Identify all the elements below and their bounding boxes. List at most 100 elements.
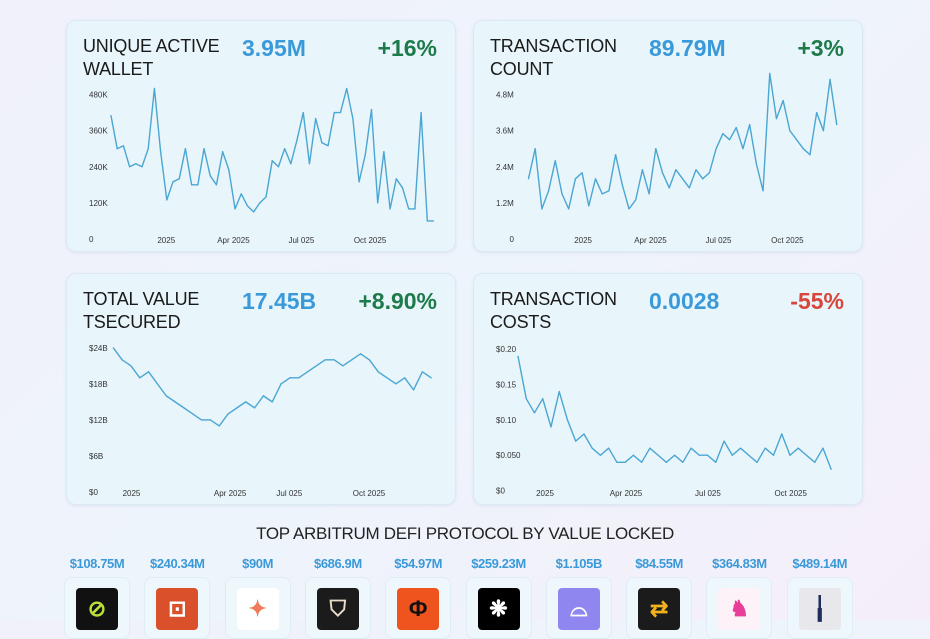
data-point [112,347,114,349]
y-tick-label: 120K [89,199,108,208]
y-tick-label: $0.15 [496,381,517,390]
data-point [209,175,211,177]
data-point [430,377,432,379]
protocol-item[interactable]: $259.23M ❋ [464,556,534,639]
protocol-tile: ✦ [224,577,291,639]
data-point [315,365,317,367]
protocol-item[interactable]: $489.14M ╽ [785,556,855,639]
data-point [228,169,230,171]
data-point [616,461,618,463]
data-point [688,187,690,189]
wolf-logo-icon: ❋ [477,588,520,630]
data-point [805,454,808,456]
protocol-item[interactable]: $90M ✦ [223,556,293,639]
x-tick-label: Oct 2025 [354,236,387,245]
data-point [386,377,388,379]
x-tick-label: Oct 2025 [774,489,807,498]
data-point [327,145,329,147]
chart-card-unique-active-wallet: UNIQUE ACTIVE WALLET 3.95M +16% 0 120K 240… [66,20,456,252]
data-point [135,163,137,165]
data-point [183,407,185,409]
data-point [166,199,168,201]
data-point [271,401,273,403]
y-tick-label: 0 [510,235,515,244]
data-point [395,178,397,180]
data-point [583,433,585,435]
data-point [165,395,167,397]
data-point [245,401,247,403]
series-line [110,87,434,222]
data-point [351,359,353,361]
data-point [795,139,798,141]
data-point [265,196,267,198]
protocol-tile: ⌓ [545,577,612,639]
data-point [527,178,530,180]
data-point [566,419,569,421]
data-point [533,412,536,414]
y-tick-label: 240K [89,163,108,172]
protocol-tile: ⊘ [64,577,130,639]
chart-title: UNIQUE ACTIVE WALLET [83,36,220,79]
data-point [722,133,724,135]
x-tick-label: Jul 025 [695,489,721,498]
data-point [621,184,623,186]
y-tick-label: $6B [89,452,103,461]
x-tick-label: Apr 2025 [214,489,247,498]
headline-value: 17.45B [242,288,317,314]
purple-arch-logo-icon: ⌓ [557,588,600,630]
data-point [615,154,617,156]
data-point [661,172,664,174]
data-point [308,163,311,165]
data-point [574,178,576,180]
line-chart: $0 $6B $12B $18B $24B 2025 Apr 2025 Jul 025 Oct … [89,344,432,498]
x-tick-label: 2025 [574,236,592,245]
protocol-item[interactable]: $108.75M ⊘ [62,556,132,639]
data-point [739,447,742,449]
data-point [139,377,141,379]
y-tick-label: $18B [89,380,108,389]
x-tick-label: 2025 [123,489,141,498]
data-point [236,407,238,409]
data-point [412,389,415,391]
protocol-tile: ╽ [786,577,853,639]
data-point [822,130,824,132]
protocol-item[interactable]: $84.55M ⇄ [624,556,694,639]
data-point [306,371,309,373]
data-point [346,87,348,90]
data-point [541,208,543,210]
data-point [558,391,560,393]
data-point [414,208,416,210]
data-point [748,454,750,456]
data-point [635,199,637,201]
data-point [775,118,778,120]
data-point [641,169,644,171]
y-tick-label: 480K [89,91,108,100]
change-percent: +8.90% [358,288,437,314]
data-point [246,205,249,207]
data-point [628,208,630,210]
data-point [547,190,550,192]
data-point [675,169,677,171]
data-point [298,377,300,379]
x-tick-label: Apr 2025 [217,236,250,245]
protocol-item[interactable]: $1.105B ⌓ [544,556,614,639]
data-point [342,365,344,367]
protocol-item[interactable]: $364.83M ♞ [704,556,774,639]
protocol-tvl: $1.105B [555,556,603,571]
data-point [648,193,650,195]
y-tick-label: 4.8M [496,91,514,100]
data-point [769,72,771,75]
change-percent: +16% [377,35,437,61]
protocol-item[interactable]: $240.34M ⊡ [142,556,212,639]
protocol-tile: ♞ [706,577,773,639]
chart-card-total-value-secured: TOTAL VALUE TSECURED 17.45B +8.90% $0 $6B… [66,273,456,505]
data-point [581,172,583,174]
protocol-item[interactable]: $686.9M ⛉ [303,556,373,639]
data-point [657,454,659,456]
protocol-item[interactable]: $54.97M Ф [383,556,453,639]
data-point [141,166,143,168]
data-point [352,118,354,120]
data-point [749,124,751,126]
data-point [641,461,643,463]
x-tick-label: Oct 2025 [353,489,386,498]
